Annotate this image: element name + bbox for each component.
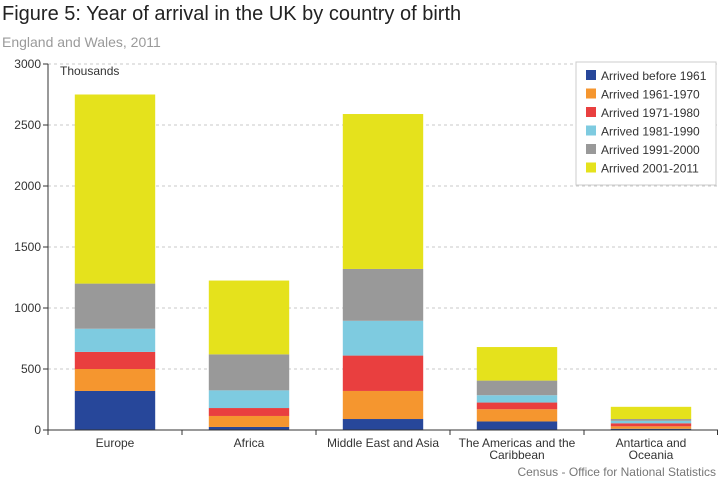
bar-segment — [208, 408, 290, 416]
y-tick-label: 500 — [21, 362, 41, 376]
bar-segment — [476, 402, 558, 410]
legend-label: Arrived 1971-1980 — [601, 106, 700, 120]
bar-segment — [610, 426, 692, 429]
bar-segment — [610, 420, 692, 424]
legend-swatch — [586, 162, 596, 173]
chart-subtitle: England and Wales, 2011 — [2, 34, 161, 50]
x-tick-labels: Europe Africa Middle East and Asia The Amer… — [96, 436, 687, 462]
y-tick-label: 0 — [34, 423, 41, 437]
y-tick-label: 3000 — [14, 57, 41, 71]
bar-segment — [342, 390, 424, 420]
bar-segment — [74, 390, 156, 430]
legend-swatch — [586, 107, 596, 117]
bar-segment — [476, 395, 558, 403]
bar-segment — [208, 426, 290, 430]
bar-segment — [342, 268, 424, 321]
source-note: Census - Office for National Statistics — [517, 465, 716, 479]
bars — [74, 94, 692, 430]
bar-segment — [208, 354, 290, 391]
bar-segment — [610, 419, 692, 421]
bar-segment — [74, 351, 156, 369]
bar-segment — [476, 347, 558, 381]
y-tick-label: 2500 — [14, 118, 41, 132]
bar-segment — [610, 423, 692, 427]
legend: Arrived before 1961 Arrived 1961-1970 Arri… — [575, 61, 717, 186]
chart-title: Figure 5: Year of arrival in the UK by c… — [2, 3, 462, 25]
y-tick-label: 1000 — [14, 301, 41, 315]
bar-segment — [610, 406, 692, 420]
legend-label: Arrived 1991-2000 — [601, 143, 700, 157]
legend-label: Arrived before 1961 — [601, 69, 707, 83]
x-tick-label: Antartica and Oceania — [616, 436, 687, 462]
legend-swatch — [586, 88, 596, 99]
bar-segment — [342, 355, 424, 391]
bar-segment — [476, 380, 558, 396]
legend-label: Arrived 1981-1990 — [601, 125, 700, 139]
bar-segment — [208, 390, 290, 409]
legend-label: Arrived 1961-1970 — [601, 88, 700, 102]
bar-segment — [208, 280, 290, 355]
legend-swatch — [586, 144, 596, 154]
bar-segment — [476, 421, 558, 430]
legend-box — [575, 61, 717, 186]
bar-segment — [74, 369, 156, 391]
legend-swatch — [586, 70, 596, 80]
bar-segment — [342, 114, 424, 269]
bar-segment — [74, 328, 156, 352]
x-tick-label: Africa — [234, 436, 265, 450]
y-axis-label: Thousands — [60, 64, 119, 78]
y-tick-label: 1500 — [14, 240, 41, 254]
bar-segment — [476, 409, 558, 422]
x-tick-label: Europe — [96, 436, 135, 450]
bar-segment — [208, 415, 290, 427]
bar-segment — [74, 94, 156, 284]
y-tick-labels: 0 500 1000 1500 2000 2500 3000 — [14, 57, 48, 437]
bar-segment — [74, 283, 156, 329]
legend-swatch — [586, 125, 596, 136]
y-tick-label: 2000 — [14, 179, 41, 193]
bar-segment — [610, 428, 692, 430]
bar-segment — [342, 419, 424, 430]
legend-label: Arrived 2001-2011 — [601, 162, 699, 176]
x-tick-label: The Americas and the Caribbean — [459, 436, 576, 462]
bar-segment — [342, 320, 424, 356]
x-tick-label: Middle East and Asia — [327, 436, 439, 450]
